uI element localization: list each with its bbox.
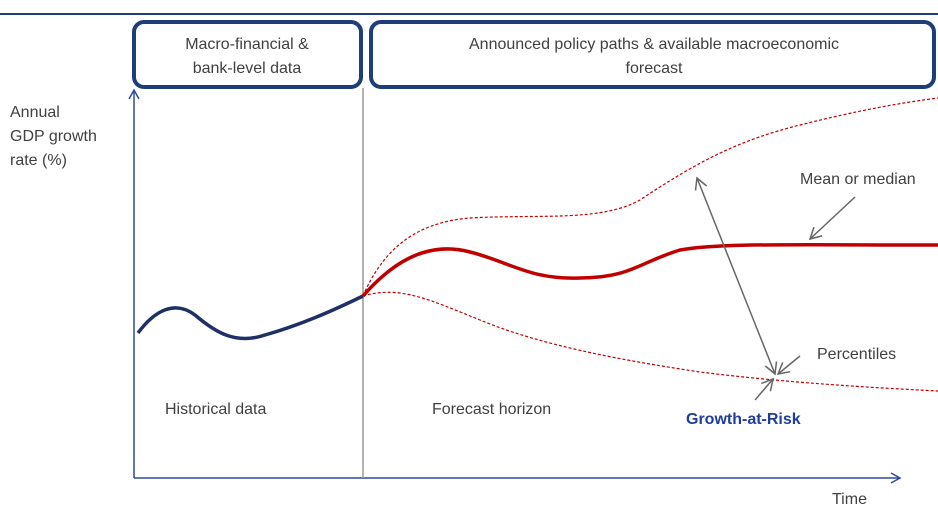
lower-percentile <box>362 291 938 392</box>
annotation: Forecast horizon <box>432 401 551 418</box>
box <box>132 20 363 89</box>
axis-label: rate (%) <box>10 152 67 169</box>
box-text: Announced policy paths & available macro… <box>469 36 839 53</box>
annotation: Mean or median <box>800 171 916 188</box>
annotation: Growth-at-Risk <box>686 411 801 428</box>
box-text: forecast <box>626 60 683 77</box>
pointer <box>754 377 775 401</box>
axis-label: GDP growth <box>10 128 97 145</box>
box-text: Macro-financial & <box>185 36 309 53</box>
historical-line <box>136 294 364 341</box>
mean-line <box>361 242 938 298</box>
annotation: Percentiles <box>817 346 896 363</box>
pointer <box>776 355 801 375</box>
box <box>369 20 936 89</box>
axis-label: Time <box>832 491 867 508</box>
axis-label: Annual <box>10 104 60 121</box>
annotation: Historical data <box>165 401 266 418</box>
pointer <box>808 196 856 241</box>
range-arrow <box>694 176 778 376</box>
box-text: bank-level data <box>193 60 302 77</box>
upper-percentile <box>362 97 938 297</box>
